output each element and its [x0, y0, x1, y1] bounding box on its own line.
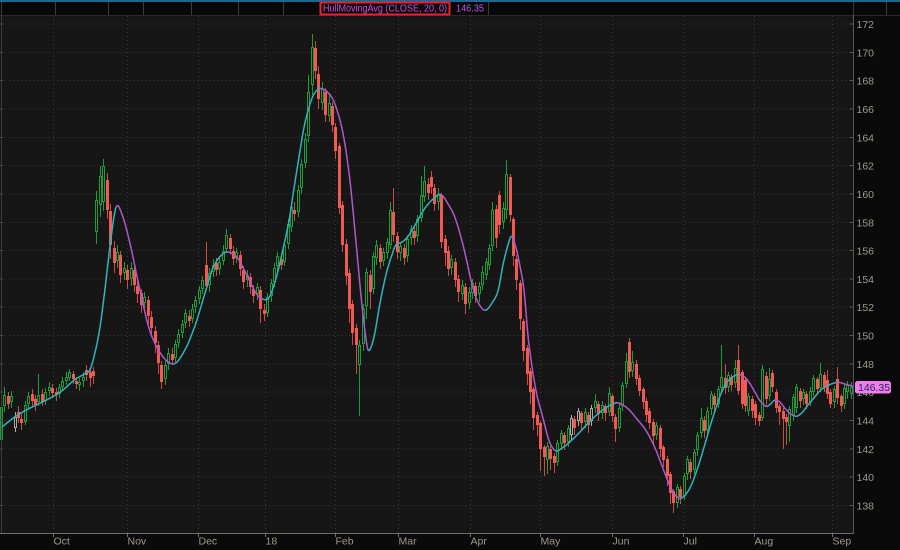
- svg-text:162: 162: [857, 161, 875, 173]
- svg-text:Aug: Aug: [755, 536, 774, 548]
- svg-text:Oct: Oct: [54, 536, 70, 548]
- svg-text:166: 166: [857, 104, 875, 116]
- svg-text:146.35: 146.35: [858, 382, 890, 394]
- svg-text:18: 18: [266, 536, 278, 548]
- svg-text:164: 164: [857, 132, 875, 144]
- svg-text:158: 158: [857, 217, 875, 229]
- svg-text:Nov: Nov: [128, 536, 147, 548]
- svg-text:Jul: Jul: [684, 536, 697, 548]
- svg-text:160: 160: [857, 189, 875, 201]
- svg-text:Mar: Mar: [399, 536, 418, 548]
- svg-text:HullMovingAvg (CLOSE, 20, 0): HullMovingAvg (CLOSE, 20, 0): [323, 4, 447, 15]
- svg-text:152: 152: [857, 302, 875, 314]
- svg-text:156: 156: [857, 246, 875, 258]
- svg-text:146.35: 146.35: [456, 4, 484, 15]
- svg-text:140: 140: [857, 472, 875, 484]
- svg-text:172: 172: [857, 19, 875, 31]
- svg-text:Dec: Dec: [199, 536, 218, 548]
- svg-text:150: 150: [857, 331, 875, 343]
- svg-text:144: 144: [857, 416, 875, 428]
- svg-text:Apr: Apr: [471, 536, 488, 548]
- svg-text:May: May: [541, 536, 562, 548]
- svg-text:Sep: Sep: [833, 536, 852, 548]
- svg-text:138: 138: [857, 501, 875, 513]
- svg-text:168: 168: [857, 76, 875, 88]
- svg-text:142: 142: [857, 444, 875, 456]
- svg-text:154: 154: [857, 274, 875, 286]
- svg-text:Feb: Feb: [336, 536, 354, 548]
- svg-text:148: 148: [857, 359, 875, 371]
- svg-text:Jun: Jun: [613, 536, 630, 548]
- svg-text:170: 170: [857, 47, 875, 59]
